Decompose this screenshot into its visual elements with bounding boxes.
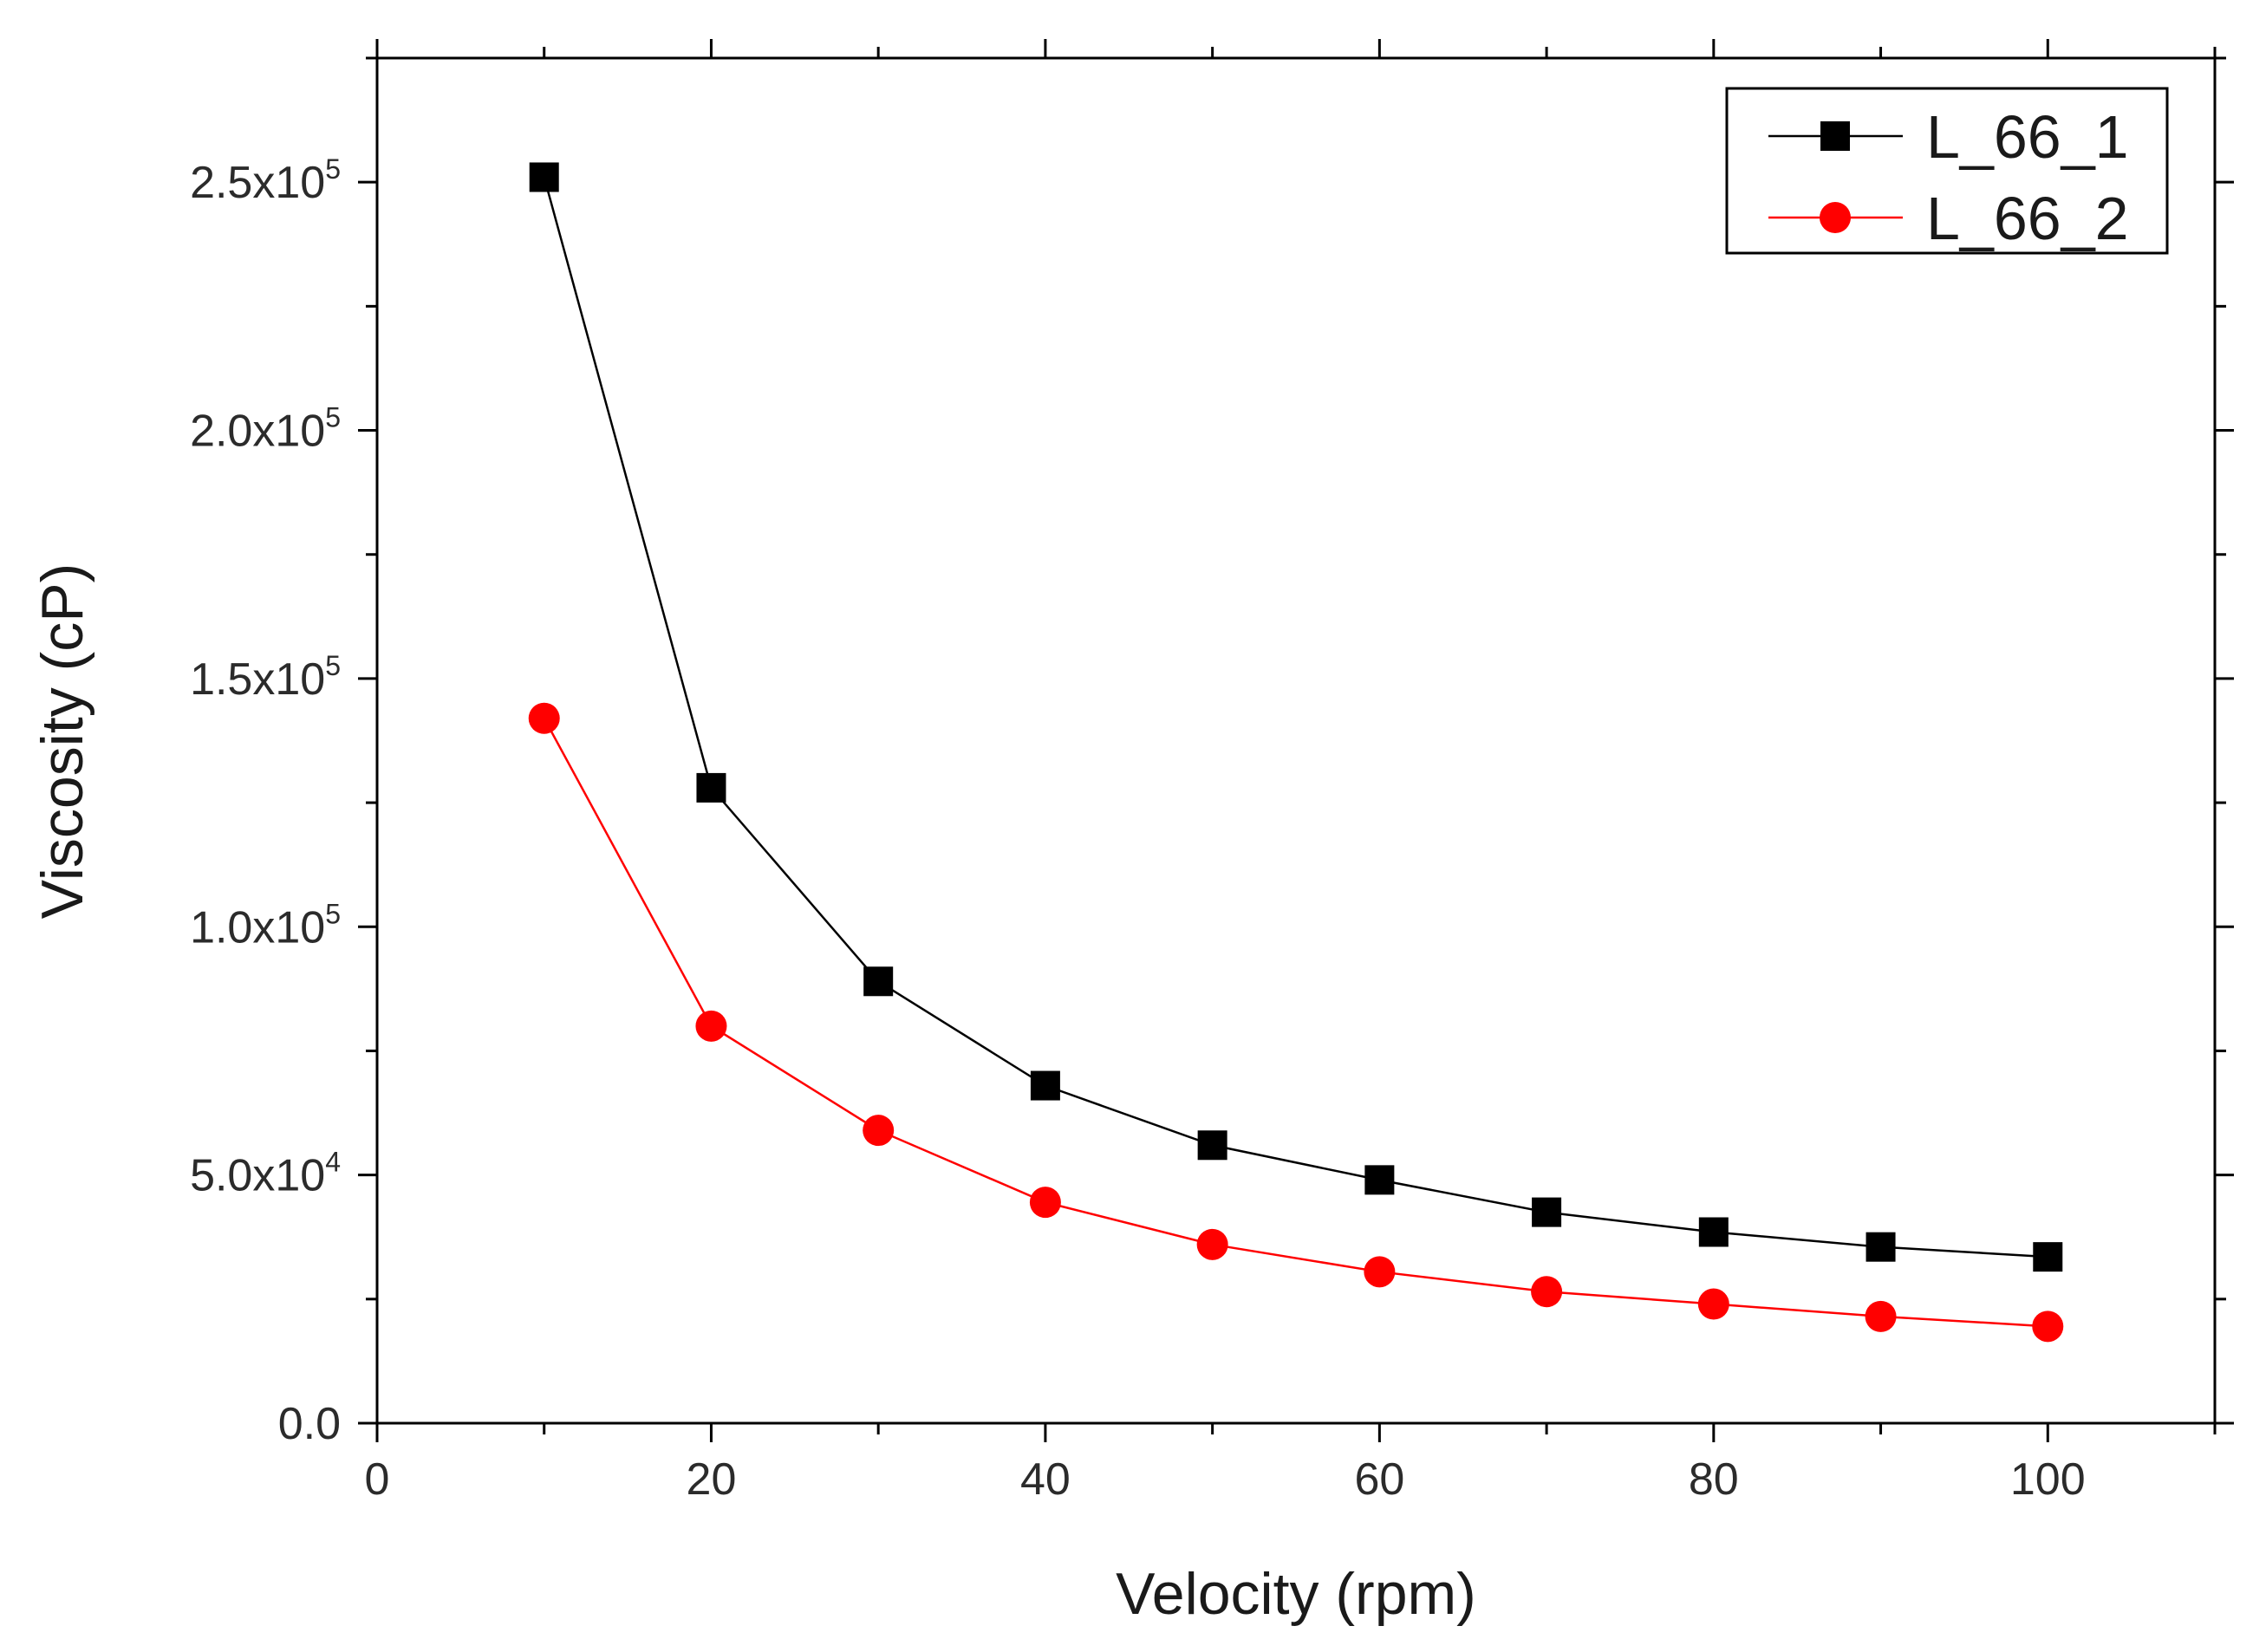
point-L_66_1-30 <box>863 966 894 997</box>
point-L_66_1-20 <box>696 772 726 803</box>
point-L_66_2-80 <box>1697 1288 1729 1320</box>
y-tick-label: 2.0x105 <box>190 402 341 457</box>
legend-marker-L_66_1 <box>1820 121 1850 151</box>
point-L_66_2-60 <box>1364 1256 1396 1288</box>
x-tick-label: 0 <box>365 1454 390 1505</box>
point-L_66_2-100 <box>2032 1311 2064 1343</box>
legend-box <box>1725 87 2169 255</box>
point-L_66_1-50 <box>1197 1130 1227 1161</box>
point-L_66_1-10 <box>529 162 559 192</box>
axis-ticks <box>358 39 2234 1442</box>
point-L_66_1-70 <box>1532 1197 1562 1227</box>
y-axis-title: Viscosity (cP) <box>29 563 95 920</box>
x-axis-title: Velocity (rpm) <box>1116 1561 1476 1627</box>
legend-label-L_66_2: L_66_2 <box>1926 185 2129 252</box>
series-layer <box>528 162 2064 1343</box>
y-tick-label: 1.0x105 <box>190 898 341 953</box>
point-L_66_2-10 <box>528 702 560 734</box>
x-tick-label: 100 <box>2010 1454 2086 1505</box>
point-L_66_2-50 <box>1196 1228 1228 1260</box>
point-L_66_2-30 <box>863 1115 895 1147</box>
point-L_66_1-100 <box>2033 1242 2063 1272</box>
y-tick-label: 1.5x105 <box>190 650 341 705</box>
x-tick-label: 60 <box>1354 1454 1404 1505</box>
point-L_66_1-40 <box>1030 1070 1060 1101</box>
point-L_66_2-40 <box>1029 1187 1061 1219</box>
x-tick-label: 40 <box>1020 1454 1071 1505</box>
x-tick-label: 20 <box>687 1454 737 1505</box>
series-line-L_66_1 <box>543 177 2048 1259</box>
y-tick-label: 5.0x104 <box>190 1147 341 1201</box>
point-L_66_2-70 <box>1531 1276 1563 1308</box>
y-tick-label: 0.0 <box>278 1399 341 1449</box>
tick-labels: 0 20 40 60 80 100 0.0 5.0x104 1.0x105 1.5x105 2.0x… <box>190 153 2086 1505</box>
x-tick-label: 80 <box>1689 1454 1739 1505</box>
legend: L_66_1 L_66_2 <box>1725 87 2169 255</box>
y-tick-label: 2.5x105 <box>190 153 341 208</box>
legend-marker-L_66_2 <box>1820 202 1851 233</box>
plot-frame <box>375 56 2217 1425</box>
series-line-L_66_2 <box>543 718 2048 1328</box>
point-L_66_2-90 <box>1865 1300 1897 1332</box>
point-L_66_1-80 <box>1698 1217 1729 1247</box>
point-L_66_2-20 <box>695 1010 727 1042</box>
point-L_66_1-60 <box>1364 1165 1395 1195</box>
point-L_66_1-90 <box>1866 1232 1896 1262</box>
legend-label-L_66_1: L_66_1 <box>1926 103 2129 171</box>
